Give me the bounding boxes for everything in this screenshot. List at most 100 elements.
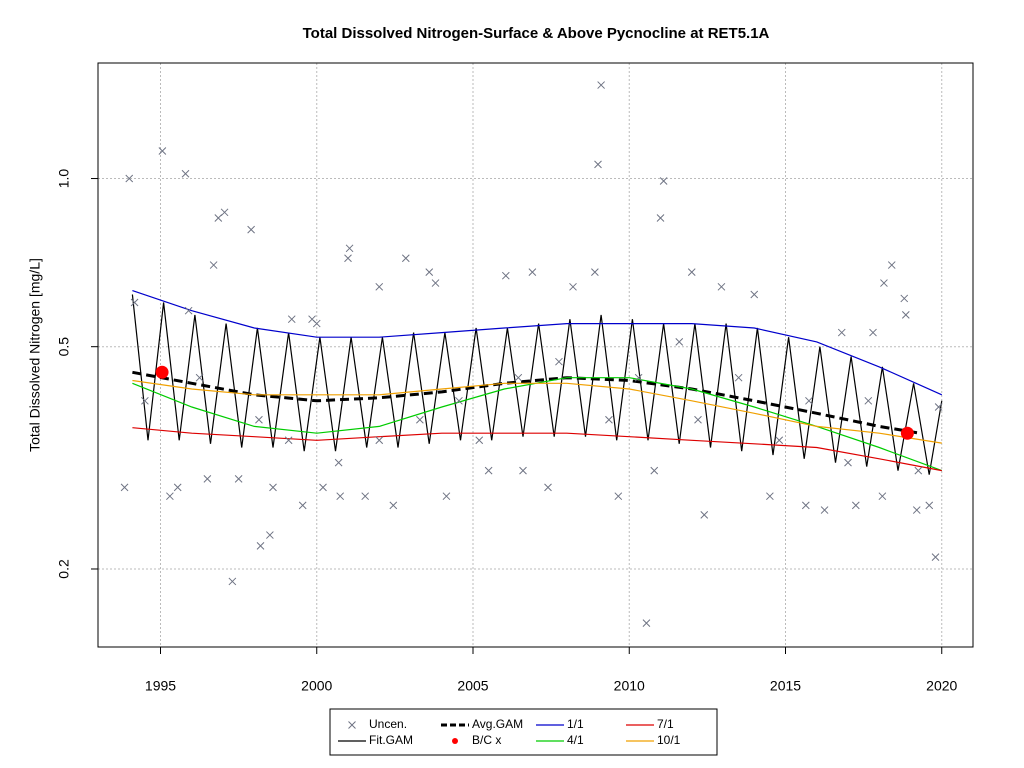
x-tick-label: 2010 — [614, 678, 645, 694]
data-point — [220, 208, 229, 217]
data-point — [255, 415, 263, 424]
data-point — [634, 373, 643, 382]
data-point — [734, 373, 743, 382]
data-point — [687, 268, 696, 276]
legend-symbol — [348, 721, 356, 729]
data-point — [514, 373, 523, 382]
data-point — [869, 328, 877, 337]
data-point — [528, 268, 537, 276]
data-point — [166, 492, 174, 501]
data-point — [656, 214, 665, 222]
data-point — [837, 328, 846, 337]
legend-label: Avg.GAM — [472, 717, 523, 731]
data-point — [659, 177, 668, 185]
data-point — [389, 501, 398, 510]
data-point — [750, 290, 759, 299]
data-point — [887, 261, 896, 269]
data-point — [336, 492, 345, 501]
data-point — [650, 466, 659, 475]
data-point — [519, 466, 527, 475]
chart-title: Total Dissolved Nitrogen-Surface & Above… — [303, 25, 770, 42]
data-point — [287, 315, 296, 324]
data-point — [544, 483, 552, 492]
data-point — [375, 436, 384, 445]
data-point — [361, 492, 370, 501]
x-tick-label: 1995 — [145, 678, 176, 694]
legend-box — [329, 708, 718, 756]
data-point — [375, 282, 384, 291]
series-line — [132, 379, 942, 444]
x-tick-label: 2020 — [926, 678, 957, 694]
y-tick-label: 1.0 — [56, 169, 72, 189]
data-point — [141, 396, 149, 405]
data-point — [298, 501, 307, 510]
data-point — [501, 271, 510, 280]
data-point — [234, 474, 243, 483]
x-tick-label: 2015 — [770, 678, 801, 694]
legend-label: 1/1 — [567, 717, 584, 731]
data-point — [312, 319, 321, 328]
data-point — [475, 436, 484, 445]
data-point — [158, 147, 167, 155]
data-point — [597, 81, 605, 89]
data-point — [694, 415, 702, 424]
data-point — [925, 501, 934, 510]
data-point — [594, 160, 602, 169]
data-point — [344, 254, 352, 263]
legend-label: Uncen. — [369, 717, 407, 731]
data-point — [442, 492, 451, 501]
x-tick-label: 2005 — [457, 678, 488, 694]
data-point — [931, 553, 940, 562]
data-point — [228, 577, 237, 586]
bc-point — [900, 426, 914, 440]
data-point — [319, 483, 327, 492]
data-point — [214, 214, 223, 222]
data-point — [675, 338, 684, 346]
data-point — [614, 492, 623, 501]
data-point — [334, 458, 343, 467]
data-point — [256, 542, 265, 550]
data-point — [820, 506, 829, 514]
data-point — [900, 294, 909, 303]
data-point — [269, 483, 277, 492]
data-point — [455, 396, 463, 405]
data-point — [184, 306, 193, 315]
data-point — [880, 279, 888, 287]
data-point — [914, 466, 923, 475]
series-line — [132, 377, 943, 472]
data-point — [851, 501, 860, 510]
legend-label: Fit.GAM — [369, 733, 413, 747]
data-point — [130, 298, 139, 307]
data-point — [844, 458, 852, 467]
data-point — [934, 403, 943, 411]
data-point — [569, 282, 577, 291]
legend-symbol — [452, 738, 458, 744]
data-point — [901, 311, 910, 319]
legend-label: B/C x — [472, 733, 501, 747]
data-point — [203, 474, 212, 483]
data-point — [717, 282, 726, 291]
data-point — [345, 244, 354, 253]
data-point — [605, 415, 613, 424]
data-point — [801, 501, 810, 510]
data-point — [431, 279, 440, 287]
series-line — [132, 370, 921, 435]
data-point — [591, 268, 599, 276]
data-point — [766, 492, 774, 501]
data-point — [864, 396, 873, 405]
data-point — [209, 261, 218, 269]
data-point — [700, 510, 709, 519]
data-point — [425, 268, 434, 276]
legend-label: 4/1 — [567, 733, 584, 747]
plot-frame — [97, 62, 974, 648]
bc-point — [155, 365, 169, 379]
series-line — [132, 290, 943, 396]
x-tick-label: 2000 — [301, 678, 332, 694]
series-line — [132, 427, 942, 472]
series-line — [131, 294, 943, 475]
y-axis-label: Total Dissolved Nitrogen [mg/L] — [27, 258, 43, 452]
legend-label: 10/1 — [657, 733, 681, 747]
data-point — [266, 531, 274, 539]
